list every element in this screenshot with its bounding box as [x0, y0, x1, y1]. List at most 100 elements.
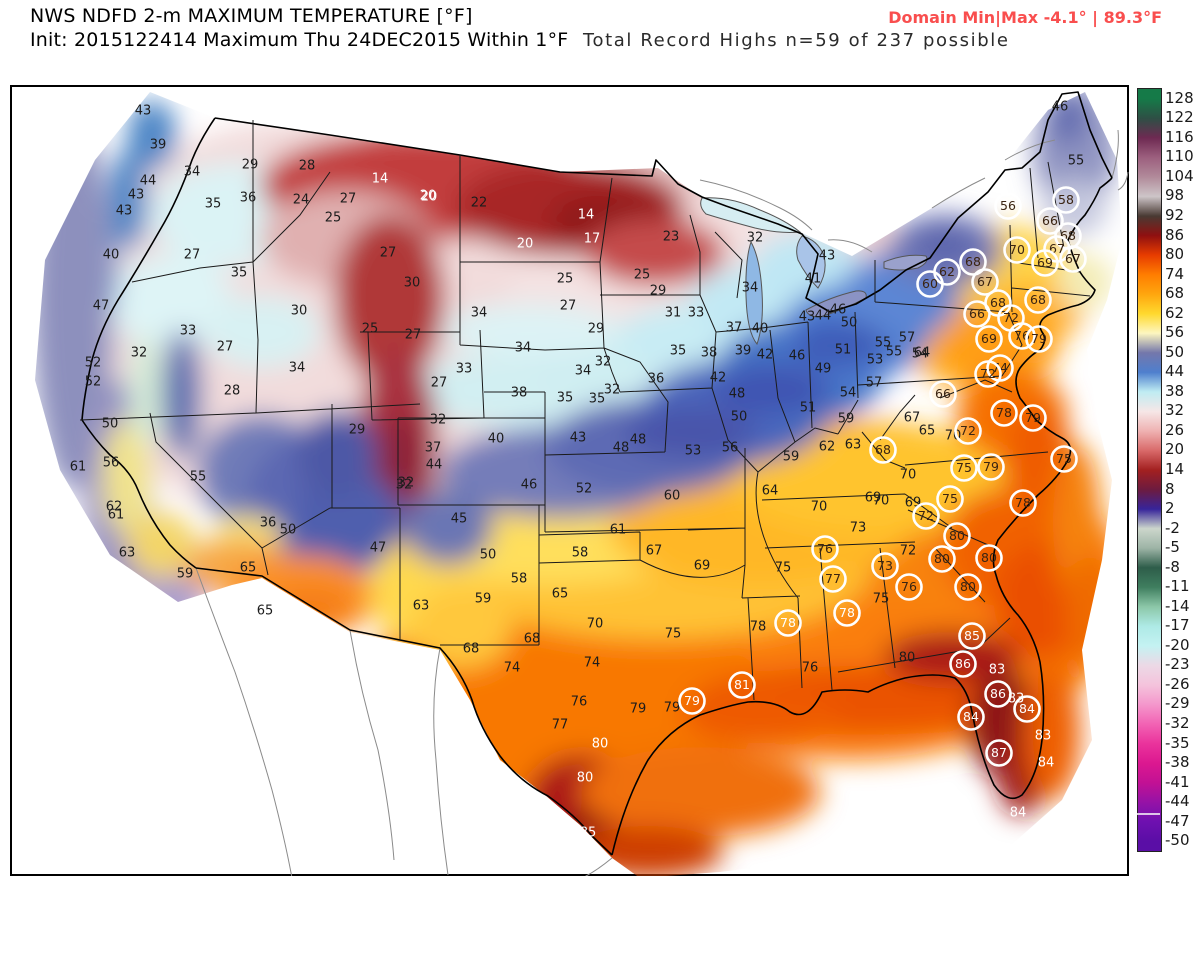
temp-label: 59 [177, 567, 194, 582]
temp-label: 76 [802, 661, 819, 676]
temp-label: 27 [405, 328, 422, 343]
colorbar-tick: -14 [1165, 596, 1190, 615]
temp-label: 59 [783, 450, 800, 465]
record-high-circle [871, 552, 899, 580]
temp-label: 55 [875, 336, 892, 351]
temp-label: 51 [835, 343, 852, 358]
temp-label: 20 [421, 190, 438, 205]
temp-label: 30 [291, 304, 308, 319]
colorbar-tick: -2 [1165, 518, 1180, 537]
temp-label: 14 [372, 172, 389, 187]
temp-label: 29 [588, 322, 605, 337]
record-high-circle [963, 300, 991, 328]
temp-label: 34 [742, 281, 759, 296]
record-high-circle [1031, 249, 1059, 277]
colorbar-tick: 80 [1165, 245, 1185, 264]
temp-label: 63 [413, 599, 430, 614]
colorbar-tick: -35 [1165, 733, 1190, 752]
temp-label: 32 [430, 413, 447, 428]
record-high-circle [954, 417, 982, 445]
record-high-circle [811, 535, 839, 563]
record-high-value: 80 [949, 528, 965, 543]
temp-label: 84 [1010, 806, 1027, 821]
colorbar-tick: 26 [1165, 420, 1185, 439]
record-high-circle [1013, 695, 1041, 723]
record-high-value: 58 [1058, 192, 1074, 207]
record-high-value: 76 [817, 541, 833, 556]
record-high-circle [954, 573, 982, 601]
record-high-value: 76 [901, 579, 917, 594]
record-high-circle [1059, 245, 1087, 273]
colorbar-tick: -5 [1165, 538, 1180, 557]
record-highs-line: Total Record Highs n=59 of 237 possible [583, 30, 1010, 51]
temp-label: 42 [710, 371, 727, 386]
colorbar-tick: 20 [1165, 440, 1185, 459]
temp-label: 34 [575, 364, 592, 379]
temp-label: 70 [873, 494, 890, 509]
record-high-value: 75 [942, 491, 958, 506]
us-outline [81, 91, 1113, 856]
domain-minmax-line: Domain Min|Max -4.1° | 89.3°F [888, 8, 1162, 27]
record-high-value: 84 [963, 709, 979, 724]
record-high-value: 72 [1003, 310, 1019, 325]
temp-label: 70 [900, 468, 917, 483]
record-high-value: 80 [981, 550, 997, 565]
temp-label: 35 [231, 266, 248, 281]
temp-label: 36 [240, 191, 257, 206]
temp-label: 68 [524, 632, 541, 647]
temp-label: 20 [517, 237, 534, 252]
record-high-value: 70 [1009, 242, 1025, 257]
colorbar-tick: 38 [1165, 381, 1185, 400]
temp-label: 25 [362, 322, 379, 337]
temp-label: 74 [504, 661, 521, 676]
temp-label: 79 [630, 702, 647, 717]
temp-label: 48 [729, 387, 746, 402]
record-high-circle [833, 599, 861, 627]
colorbar-tick: -41 [1165, 772, 1190, 791]
record-high-circle [957, 703, 985, 731]
record-high-value: 72 [918, 508, 934, 523]
temp-label: 32 [595, 355, 612, 370]
temp-label: 69 [694, 559, 711, 574]
colorbar-tick: 2 [1165, 499, 1175, 518]
temp-label: 70 [587, 617, 604, 632]
temp-label: 69 [865, 491, 882, 506]
record-high-value: 56 [1000, 198, 1016, 213]
record-high-circle [943, 522, 971, 550]
temp-label: 53 [685, 444, 702, 459]
record-high-value: 68 [990, 295, 1006, 310]
record-high-circle [994, 192, 1022, 220]
record-high-value: 86 [955, 656, 971, 671]
colorbar-tick: 50 [1165, 342, 1185, 361]
temp-label: 60 [664, 489, 681, 504]
record-high-value: 68 [875, 442, 891, 457]
record-high-value: 79 [684, 693, 700, 708]
temp-label: 33 [180, 324, 197, 339]
record-high-circle [971, 268, 999, 296]
colorbar-tick: -20 [1165, 635, 1190, 654]
temp-label: 80 [592, 737, 609, 752]
temp-label: 50 [841, 316, 858, 331]
temp-label: 43 [128, 188, 145, 203]
record-high-value: 80 [934, 551, 950, 566]
temp-label: 35 [589, 392, 606, 407]
temp-label: 27 [431, 376, 448, 391]
record-high-circle [929, 380, 957, 408]
temp-label: 40 [488, 432, 505, 447]
colorbar-tick: 62 [1165, 303, 1185, 322]
temp-label: 62 [819, 440, 836, 455]
pacific-coast [81, 117, 216, 569]
record-high-value: 79 [1031, 331, 1047, 346]
record-high-value: 81 [734, 677, 750, 692]
record-high-value: 69 [1037, 255, 1053, 270]
temp-label: 50 [480, 548, 497, 563]
temp-label: 75 [665, 627, 682, 642]
temp-label: 29 [349, 423, 366, 438]
record-high-value: 79 [1025, 410, 1041, 425]
colorbar-tick: 68 [1165, 284, 1185, 303]
record-high-circle [985, 739, 1013, 767]
record-high-value: 75 [956, 460, 972, 475]
temp-label: 64 [914, 346, 931, 361]
